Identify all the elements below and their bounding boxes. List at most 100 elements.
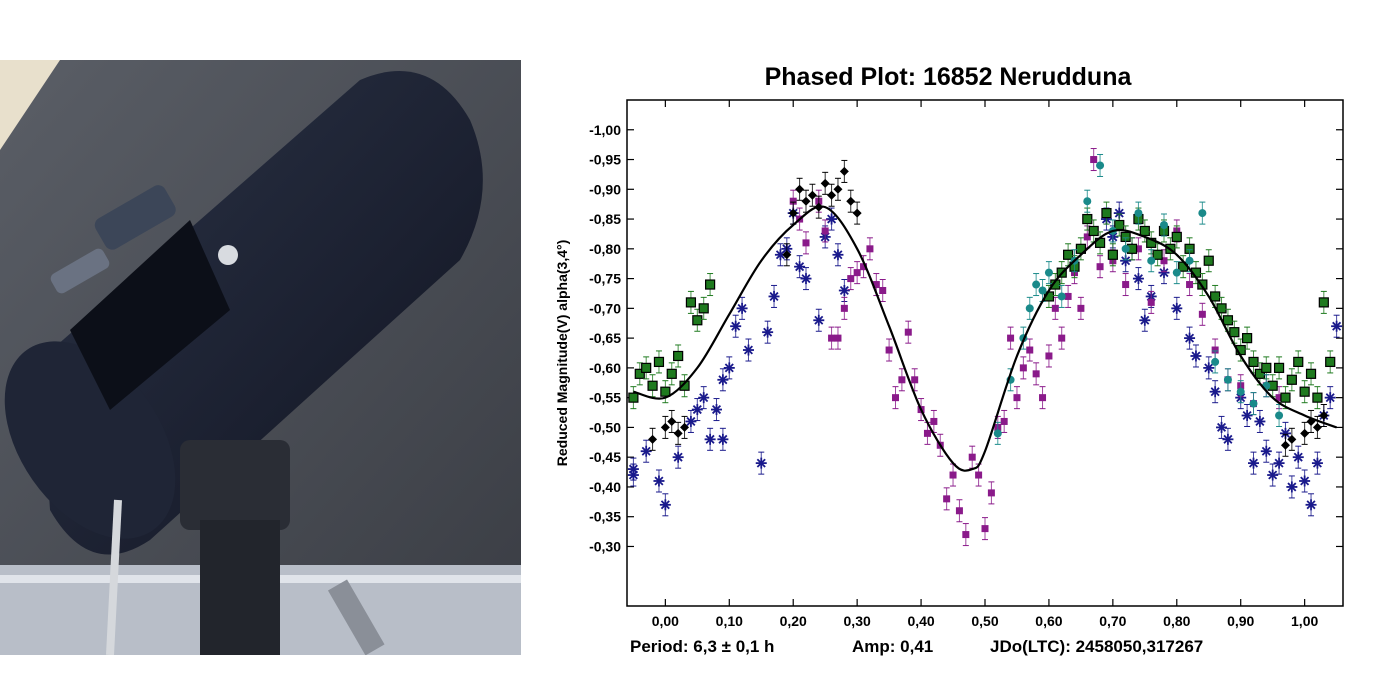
phased-plot-chart: Phased Plot: 16852 Nerudduna Reduced Mag… bbox=[554, 63, 1344, 656]
x-tick-label: 0,30 bbox=[844, 613, 871, 629]
data-point bbox=[1275, 404, 1284, 428]
data-point bbox=[1223, 368, 1232, 392]
data-point bbox=[717, 427, 729, 451]
data-point bbox=[1057, 284, 1066, 308]
data-point bbox=[1134, 237, 1142, 261]
data-point bbox=[768, 284, 780, 308]
data-point bbox=[846, 189, 856, 213]
fit-curve bbox=[633, 205, 1337, 472]
data-point bbox=[659, 493, 671, 517]
data-point bbox=[1077, 296, 1085, 320]
data-point bbox=[717, 368, 729, 392]
data-point bbox=[820, 171, 830, 195]
data-point bbox=[828, 326, 836, 350]
data-point bbox=[1248, 451, 1259, 475]
data-point bbox=[679, 374, 690, 398]
data-point bbox=[667, 409, 677, 433]
data-point bbox=[981, 517, 989, 541]
data-points bbox=[627, 148, 1343, 547]
x-tick-label: 0,00 bbox=[652, 613, 679, 629]
data-point bbox=[1305, 362, 1317, 386]
data-point bbox=[1254, 409, 1266, 433]
y-axis-label: Reduced Magnitude(V) alpha(3,4°) bbox=[554, 240, 570, 467]
data-point bbox=[1318, 290, 1329, 314]
data-point bbox=[1260, 439, 1272, 463]
data-point bbox=[1045, 344, 1053, 368]
data-point bbox=[1090, 148, 1098, 172]
data-point bbox=[1273, 356, 1285, 380]
data-point bbox=[685, 290, 697, 314]
data-point bbox=[1273, 451, 1285, 475]
data-point bbox=[1299, 469, 1311, 493]
data-point bbox=[794, 255, 806, 279]
y-tick-label: -0,50 bbox=[589, 419, 621, 435]
data-point bbox=[1058, 326, 1066, 350]
data-point bbox=[648, 427, 658, 451]
data-point bbox=[1203, 249, 1214, 273]
data-point bbox=[1184, 326, 1196, 350]
data-point bbox=[955, 499, 963, 523]
data-point bbox=[1209, 380, 1221, 404]
data-point bbox=[1280, 433, 1290, 457]
data-point bbox=[1216, 415, 1228, 439]
data-point bbox=[1013, 386, 1021, 410]
data-point bbox=[879, 278, 887, 302]
x-tick-label: 1,00 bbox=[1291, 613, 1318, 629]
data-point bbox=[807, 183, 817, 207]
data-point bbox=[852, 201, 862, 225]
data-point bbox=[1287, 427, 1297, 451]
data-point bbox=[647, 374, 658, 398]
x-tick-label: 0,10 bbox=[716, 613, 743, 629]
data-point bbox=[1044, 261, 1053, 285]
data-point bbox=[1107, 243, 1118, 267]
data-point bbox=[1019, 356, 1027, 380]
data-point bbox=[1222, 427, 1234, 451]
y-tick-label: -0,80 bbox=[589, 241, 621, 257]
data-point bbox=[1293, 350, 1304, 374]
y-tick-label: -1,00 bbox=[589, 122, 621, 138]
data-point bbox=[847, 267, 855, 291]
data-point bbox=[962, 523, 970, 547]
chart-title: Phased Plot: 16852 Nerudduna bbox=[765, 63, 1133, 91]
data-point bbox=[685, 409, 697, 433]
data-point bbox=[1241, 404, 1253, 428]
data-point bbox=[1025, 296, 1034, 320]
y-tick-label: -0,60 bbox=[589, 360, 621, 376]
data-point bbox=[853, 261, 861, 285]
data-point bbox=[762, 320, 774, 344]
data-point bbox=[640, 439, 652, 463]
data-point bbox=[838, 278, 850, 302]
data-point bbox=[1134, 201, 1143, 225]
data-point bbox=[755, 451, 767, 475]
x-tick-label: 0,60 bbox=[1035, 613, 1062, 629]
data-point bbox=[1139, 308, 1151, 332]
data-point bbox=[1032, 273, 1041, 297]
data-point bbox=[949, 463, 957, 487]
x-tick-label: 0,40 bbox=[907, 613, 934, 629]
data-point bbox=[1121, 237, 1130, 261]
data-point bbox=[634, 362, 645, 386]
x-tick-label: 0,50 bbox=[971, 613, 998, 629]
data-point bbox=[705, 273, 716, 297]
data-point bbox=[839, 159, 849, 183]
x-tick-label: 0,70 bbox=[1099, 613, 1126, 629]
data-point bbox=[827, 183, 837, 207]
data-point bbox=[782, 243, 792, 267]
data-point bbox=[832, 243, 844, 267]
data-point bbox=[704, 427, 716, 451]
data-point bbox=[795, 177, 805, 201]
y-axis-ticks: -1,00 -0,95 -0,90 -0,85 -0,80 -0,75 -0,70 -0,65… bbox=[589, 122, 1343, 554]
data-point bbox=[628, 386, 639, 410]
data-point bbox=[1331, 314, 1343, 338]
y-tick-label: -0,35 bbox=[589, 509, 621, 525]
data-point bbox=[1197, 273, 1208, 297]
data-point bbox=[943, 487, 951, 511]
data-point bbox=[833, 177, 843, 201]
data-point bbox=[898, 368, 906, 392]
data-point bbox=[673, 344, 684, 368]
data-point bbox=[691, 398, 703, 422]
amplitude-label: Amp: 0,41 bbox=[852, 637, 933, 656]
data-point bbox=[698, 386, 710, 410]
data-point bbox=[1198, 302, 1206, 326]
telescope-icon bbox=[4, 71, 483, 655]
